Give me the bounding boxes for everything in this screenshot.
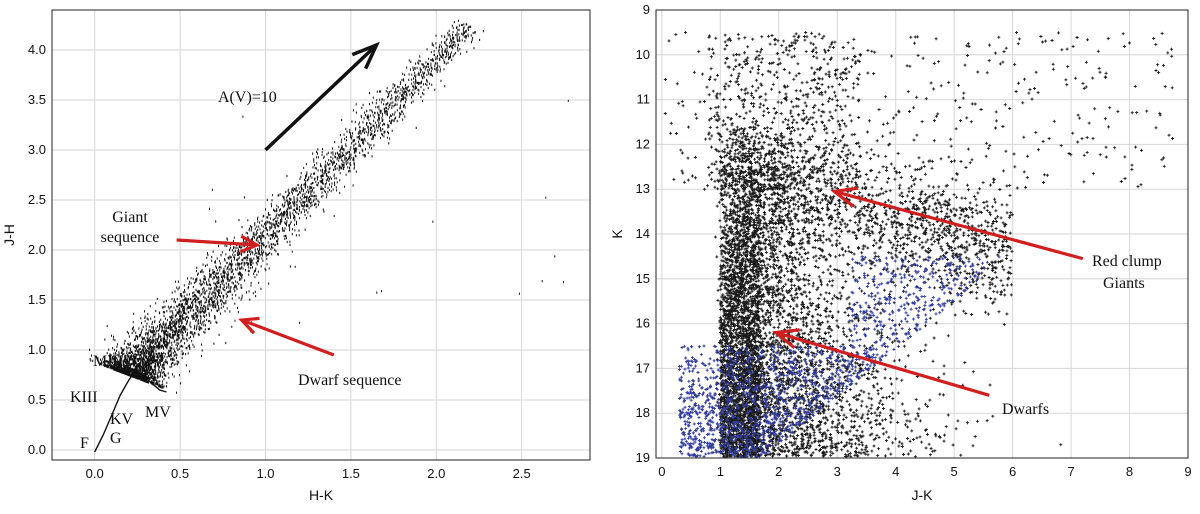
right-x-tick-label: 2 [775, 464, 782, 479]
reddening-vector-arrowhead [351, 41, 380, 70]
right-x-tick-label: 1 [717, 464, 724, 479]
left-star-points [89, 19, 569, 394]
red-clump-label-line1: Red clump [1092, 253, 1162, 270]
left-y-tick-label: 2.0 [28, 242, 46, 257]
right-x-tick-label: 6 [1009, 464, 1016, 479]
right-x-tick-label: 4 [892, 464, 899, 479]
reddening-vector-label: A(V)=10 [218, 89, 277, 106]
field-star-points [663, 30, 1174, 459]
red-clump-label-line2: Giants [1103, 275, 1145, 292]
right-x-tick-label: 0 [658, 464, 665, 479]
right-y-tick-label: 10 [636, 47, 650, 62]
right-y-tick-label: 18 [636, 405, 650, 420]
right-y-tick-label: 15 [636, 271, 650, 286]
right-scatter-points [663, 30, 1174, 459]
left-x-axis-label: H-K [309, 487, 334, 503]
right-x-tick-label: 7 [1067, 464, 1074, 479]
dwarf-sequence-label: Dwarf sequence [298, 372, 402, 389]
left-x-tick-label: 2.0 [427, 466, 445, 481]
right-plot-frame [655, 9, 1189, 459]
left-plot-frame [51, 9, 591, 461]
spectral-type-label: F [80, 435, 89, 452]
right-x-tick-label: 3 [834, 464, 841, 479]
red-clump-arrow [833, 189, 1084, 261]
left-overlays: A(V)=10 Giant sequence Dwarf sequence MIII KI… [70, 41, 402, 453]
left-y-tick-label: 4.0 [28, 42, 46, 57]
right-y-tick-label: 16 [636, 316, 650, 331]
red-clump-arrow-head [830, 186, 859, 208]
dwarf-sequence-arrow [241, 318, 335, 357]
left-y-tick-label: 1.5 [28, 292, 46, 307]
right-y-tick-label: 11 [637, 92, 651, 107]
left-x-tick-label: 0.5 [171, 466, 189, 481]
giant-sequence-label-line1: Giant [112, 209, 148, 226]
color-color-diagram: A(V)=10 Giant sequence Dwarf sequence MIII KI… [1, 9, 591, 503]
dwarf-star-points [677, 255, 1001, 459]
left-x-tick-label: 0.0 [86, 466, 104, 481]
right-y-tick-label: 19 [636, 450, 650, 465]
spectral-type-label: KV [110, 411, 134, 428]
left-x-tick-label: 1.0 [256, 466, 274, 481]
left-scatter-points [89, 19, 569, 394]
giant-sequence-arrow-head [239, 234, 261, 254]
right-x-tick-label: 9 [1184, 464, 1191, 479]
spectral-type-label: KIII [70, 389, 98, 406]
left-tick-labels: 0.0 0.5 1.0 1.5 2.0 2.5 0.0 0.5 1.0 1.5 2.0 2.5 3.0 3… [28, 42, 531, 481]
spectral-type-label: MV [145, 404, 171, 421]
left-x-tick-label: 2.5 [513, 466, 531, 481]
left-gridlines [52, 10, 590, 460]
dwarfs-arrow-head [771, 328, 800, 350]
giant-sequence-arrow [176, 238, 258, 247]
left-y-tick-label: 1.0 [28, 342, 46, 357]
left-y-tick-label: 0.5 [28, 392, 46, 407]
left-x-tick-label: 1.5 [342, 466, 360, 481]
right-y-tick-label: 13 [636, 181, 650, 196]
spectral-type-label: G [110, 430, 122, 447]
dwarf-sequence-arrow-head [238, 316, 260, 335]
reddening-vector-arrow [264, 43, 378, 152]
left-y-axis-label: J-H [1, 224, 17, 246]
right-y-tick-label: 17 [636, 360, 650, 375]
right-x-tick-label: 8 [1126, 464, 1133, 479]
right-y-tick-label: 12 [636, 136, 650, 151]
right-y-axis-label: K [609, 229, 625, 239]
right-y-tick-label: 14 [636, 226, 650, 241]
spectral-type-label: MIII [93, 353, 123, 370]
intrinsic-sequence-curve [94, 368, 167, 453]
left-y-tick-label: 3.0 [28, 142, 46, 157]
left-y-tick-label: 3.5 [28, 92, 46, 107]
right-x-tick-label: 5 [951, 464, 958, 479]
left-y-tick-label: 0.0 [28, 442, 46, 457]
right-overlays: Red clump Giants Dwarfs [771, 186, 1162, 418]
left-y-tick-label: 2.5 [28, 192, 46, 207]
right-y-tick-label: 9 [643, 2, 650, 17]
dwarfs-arrow [775, 331, 990, 397]
dwarfs-label: Dwarfs [1002, 401, 1049, 418]
giant-sequence-label-line2: sequence [101, 229, 160, 246]
right-x-axis-label: J-K [912, 487, 934, 503]
